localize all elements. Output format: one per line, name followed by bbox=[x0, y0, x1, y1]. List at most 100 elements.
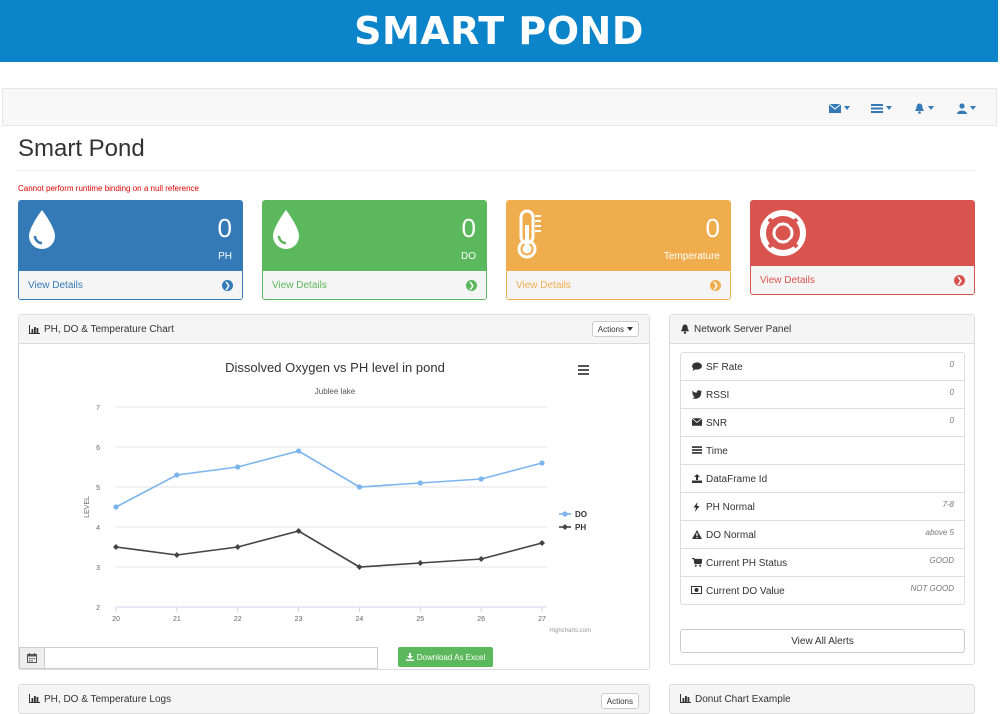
line-chart: Dissolved Oxygen vs PH level in pond Jubl… bbox=[84, 360, 591, 634]
list-item-time[interactable]: Time bbox=[680, 436, 965, 465]
ph-label: PH bbox=[218, 251, 232, 262]
chart-controls: Download As Excel bbox=[19, 645, 649, 671]
ph-value: 0 bbox=[217, 213, 232, 243]
list-item-label: Current DO Value bbox=[706, 586, 785, 597]
y-tick-label: 5 bbox=[96, 485, 100, 492]
list-item-value: above 5 bbox=[925, 528, 954, 537]
list-item-current-ph-status[interactable]: Current PH Status GOOD bbox=[680, 548, 965, 577]
data-point-do bbox=[113, 504, 119, 510]
calendar-icon bbox=[27, 653, 37, 663]
list-item-snr[interactable]: SNR 0 bbox=[680, 408, 965, 437]
chevron-down-icon bbox=[844, 106, 850, 110]
list-item-value: 0 bbox=[949, 416, 954, 425]
download-excel-button[interactable]: Download As Excel bbox=[398, 647, 493, 667]
network-list: SF Rate 0 RSSI 0 SNR 0 Time DataFrame Id… bbox=[680, 352, 965, 605]
x-tick-label: 25 bbox=[416, 616, 424, 623]
download-icon bbox=[405, 653, 414, 661]
list-item-value: 0 bbox=[949, 388, 954, 397]
tasks-dropdown[interactable] bbox=[871, 100, 892, 116]
view-details-link[interactable]: View Details ❯ bbox=[507, 271, 730, 299]
shopping-cart-icon bbox=[691, 558, 702, 567]
list-item-label: DO Normal bbox=[706, 530, 757, 541]
bolt-icon bbox=[691, 502, 702, 512]
x-tick-label: 26 bbox=[477, 616, 485, 623]
envelope-icon bbox=[829, 103, 841, 113]
y-tick-label: 4 bbox=[96, 525, 100, 532]
chevron-down-icon bbox=[627, 327, 633, 331]
list-item-label: PH Normal bbox=[706, 502, 755, 513]
user-icon bbox=[957, 102, 967, 114]
list-item-ph-normal[interactable]: PH Normal 7-8 bbox=[680, 492, 965, 521]
do-stat-card: 0 DO View Details ❯ bbox=[262, 200, 487, 300]
view-details-label: View Details bbox=[272, 280, 327, 291]
temperature-stat-card: 0 Temperature View Details ❯ bbox=[506, 200, 731, 300]
list-item-do-normal[interactable]: DO Normal above 5 bbox=[680, 520, 965, 549]
chart-panel: PH, DO & Temperature Chart Actions Disso… bbox=[18, 314, 650, 670]
network-panel-title: Network Server Panel bbox=[694, 323, 792, 335]
legend-marker bbox=[562, 511, 568, 517]
tasks-icon bbox=[691, 446, 702, 454]
data-point-do bbox=[356, 484, 363, 490]
chart-panel-header: PH, DO & Temperature Chart Actions bbox=[19, 315, 649, 344]
arrow-circle-right-icon: ❯ bbox=[222, 280, 233, 291]
data-point-ph bbox=[113, 544, 119, 550]
download-label: Download As Excel bbox=[416, 652, 486, 662]
logs-panel-header: PH, DO & Temperature Logs Actions bbox=[18, 684, 650, 714]
alerts-dropdown[interactable] bbox=[914, 100, 934, 116]
drop-icon bbox=[29, 210, 55, 249]
y-tick-label: 6 bbox=[96, 445, 100, 452]
donut-panel-header: Donut Chart Example bbox=[669, 684, 975, 714]
y-axis-label: LEVEL bbox=[84, 496, 91, 518]
chart-title: Dissolved Oxygen vs PH level in pond bbox=[225, 360, 445, 375]
actions-button[interactable]: Actions bbox=[591, 321, 639, 337]
actions-label: Actions bbox=[597, 324, 624, 334]
view-all-alerts-button[interactable]: View All Alerts bbox=[680, 629, 965, 653]
arrow-circle-right-icon: ❯ bbox=[954, 275, 965, 286]
data-point-do bbox=[417, 480, 423, 486]
banner: SMART POND bbox=[0, 0, 998, 62]
series-line-do bbox=[115, 450, 543, 508]
user-dropdown[interactable] bbox=[957, 100, 976, 116]
messages-dropdown[interactable] bbox=[829, 100, 850, 116]
series-line-ph bbox=[115, 530, 543, 568]
comment-icon bbox=[691, 362, 702, 371]
view-details-label: View Details bbox=[760, 275, 815, 286]
view-details-link[interactable]: View Details ❯ bbox=[19, 271, 242, 299]
data-point-ph bbox=[417, 560, 424, 566]
date-input[interactable] bbox=[44, 647, 378, 669]
life-ring-icon bbox=[760, 210, 806, 256]
do-label: DO bbox=[461, 251, 476, 262]
calendar-button[interactable] bbox=[19, 647, 45, 669]
list-item-rssi[interactable]: RSSI 0 bbox=[680, 380, 965, 409]
data-point-do bbox=[539, 460, 545, 466]
list-item-label: Current PH Status bbox=[706, 558, 788, 569]
list-item-sf-rate[interactable]: SF Rate 0 bbox=[680, 352, 965, 381]
bell-icon bbox=[680, 324, 690, 334]
list-item-value: 7-8 bbox=[942, 500, 954, 509]
legend-label-ph: PH bbox=[575, 523, 586, 532]
data-point-ph bbox=[478, 556, 485, 562]
list-item-label: SF Rate bbox=[706, 362, 743, 373]
data-point-do bbox=[235, 464, 241, 470]
chart-menu-icon[interactable] bbox=[578, 365, 589, 375]
x-tick-label: 21 bbox=[173, 616, 181, 623]
network-panel-header: Network Server Panel bbox=[670, 315, 974, 344]
ph-stat-card: 0 PH View Details ❯ bbox=[18, 200, 243, 300]
view-details-label: View Details bbox=[516, 280, 571, 291]
list-item-current-do-value[interactable]: Current DO Value NOT GOOD bbox=[680, 576, 965, 605]
list-item-dataframe-id[interactable]: DataFrame Id bbox=[680, 464, 965, 493]
list-item-label: SNR bbox=[706, 418, 728, 429]
page-title: Smart Pond bbox=[18, 135, 145, 162]
view-details-link[interactable]: View Details ❯ bbox=[751, 266, 974, 294]
list-item-value: GOOD bbox=[929, 556, 954, 565]
drop-icon bbox=[273, 210, 299, 249]
top-navbar bbox=[2, 88, 997, 126]
legend-marker bbox=[562, 524, 568, 530]
x-tick-label: 24 bbox=[356, 616, 364, 623]
data-point-ph bbox=[173, 552, 180, 558]
logs-actions-button[interactable]: Actions bbox=[600, 693, 639, 709]
view-details-link[interactable]: View Details ❯ bbox=[263, 271, 486, 299]
list-item-value: 0 bbox=[949, 360, 954, 369]
y-tick-label: 2 bbox=[96, 605, 100, 612]
y-tick-label: 3 bbox=[96, 565, 100, 572]
